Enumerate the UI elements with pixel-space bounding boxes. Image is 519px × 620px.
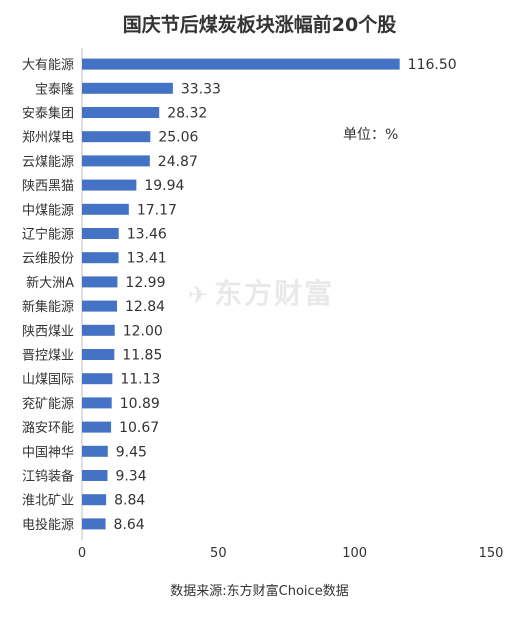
value-label: 13.46 [127, 227, 167, 243]
bar [82, 324, 115, 336]
bar [82, 373, 113, 385]
bar [82, 131, 151, 143]
category-label: 陕西黑猫 [22, 179, 74, 194]
bar [82, 228, 119, 239]
brand-logo-icon: ✈ [188, 281, 211, 309]
category-label: 江钨装备 [22, 469, 74, 485]
value-label: 10.89 [120, 396, 160, 412]
category-label: 山煤国际 [22, 373, 74, 388]
category-label: 陕西煤业 [22, 324, 74, 339]
value-label: 11.13 [120, 372, 160, 388]
category-label: 辽宁能源 [22, 227, 74, 243]
x-tick-label: 150 [479, 546, 504, 561]
category-label: 电投能源 [22, 517, 74, 533]
category-label: 云维股份 [22, 252, 74, 267]
value-label: 12.84 [125, 299, 165, 315]
value-label: 8.64 [114, 517, 145, 533]
x-tick-label: 100 [342, 546, 367, 561]
value-label: 8.84 [114, 493, 145, 509]
bar [82, 349, 115, 360]
unit-label: 单位：% [343, 127, 399, 143]
bar [82, 179, 137, 191]
bar [82, 494, 107, 506]
category-label: 淮北矿业 [22, 494, 74, 509]
category-label: 云煤能源 [22, 155, 74, 170]
chart-title: 国庆节后煤炭板块涨幅前20个股 [122, 14, 397, 36]
value-label: 12.00 [123, 323, 163, 339]
category-label: 中煤能源 [22, 203, 74, 218]
bar [82, 82, 173, 94]
x-tick-label: 50 [210, 546, 227, 561]
value-label: 33.33 [181, 81, 221, 97]
bar [82, 421, 112, 433]
bar [82, 107, 160, 118]
value-label: 10.67 [119, 420, 159, 436]
category-label: 郑州煤电 [22, 131, 74, 146]
value-label: 11.85 [122, 348, 162, 364]
x-tick-label: 0 [78, 546, 86, 561]
bar [82, 445, 108, 457]
value-label: 12.99 [125, 275, 165, 291]
category-label: 晋控煤业 [22, 349, 74, 364]
bar [82, 58, 400, 70]
bar [82, 397, 112, 409]
category-label: 新集能源 [22, 299, 74, 315]
watermark-text: 东方财富 [214, 277, 335, 310]
category-label: 宝泰隆 [35, 82, 74, 97]
value-label: 116.50 [408, 57, 457, 73]
watermark: ✈ 东方财富 [188, 272, 334, 312]
bar [82, 300, 118, 312]
value-label: 24.87 [158, 154, 198, 170]
bar [82, 276, 118, 288]
value-label: 19.94 [144, 178, 184, 194]
value-label: 17.17 [137, 202, 177, 218]
category-label: 兖矿能源 [22, 397, 74, 412]
value-label: 13.41 [127, 251, 167, 267]
bar [82, 518, 106, 530]
bar [82, 203, 129, 215]
source-note: 数据来源:东方财富Choice数据 [170, 584, 349, 599]
category-label: 大有能源 [22, 58, 74, 73]
category-label: 安泰集团 [22, 106, 74, 122]
bar [82, 470, 108, 481]
category-label: 新大洲A [26, 275, 74, 291]
category-label: 潞安环能 [22, 421, 74, 436]
value-label: 9.45 [116, 444, 147, 460]
bar [82, 155, 150, 167]
value-label: 9.34 [115, 469, 146, 485]
bar [82, 252, 119, 264]
category-label: 中国神华 [22, 445, 74, 460]
value-label: 25.06 [158, 130, 198, 146]
value-label: 28.32 [167, 106, 207, 122]
